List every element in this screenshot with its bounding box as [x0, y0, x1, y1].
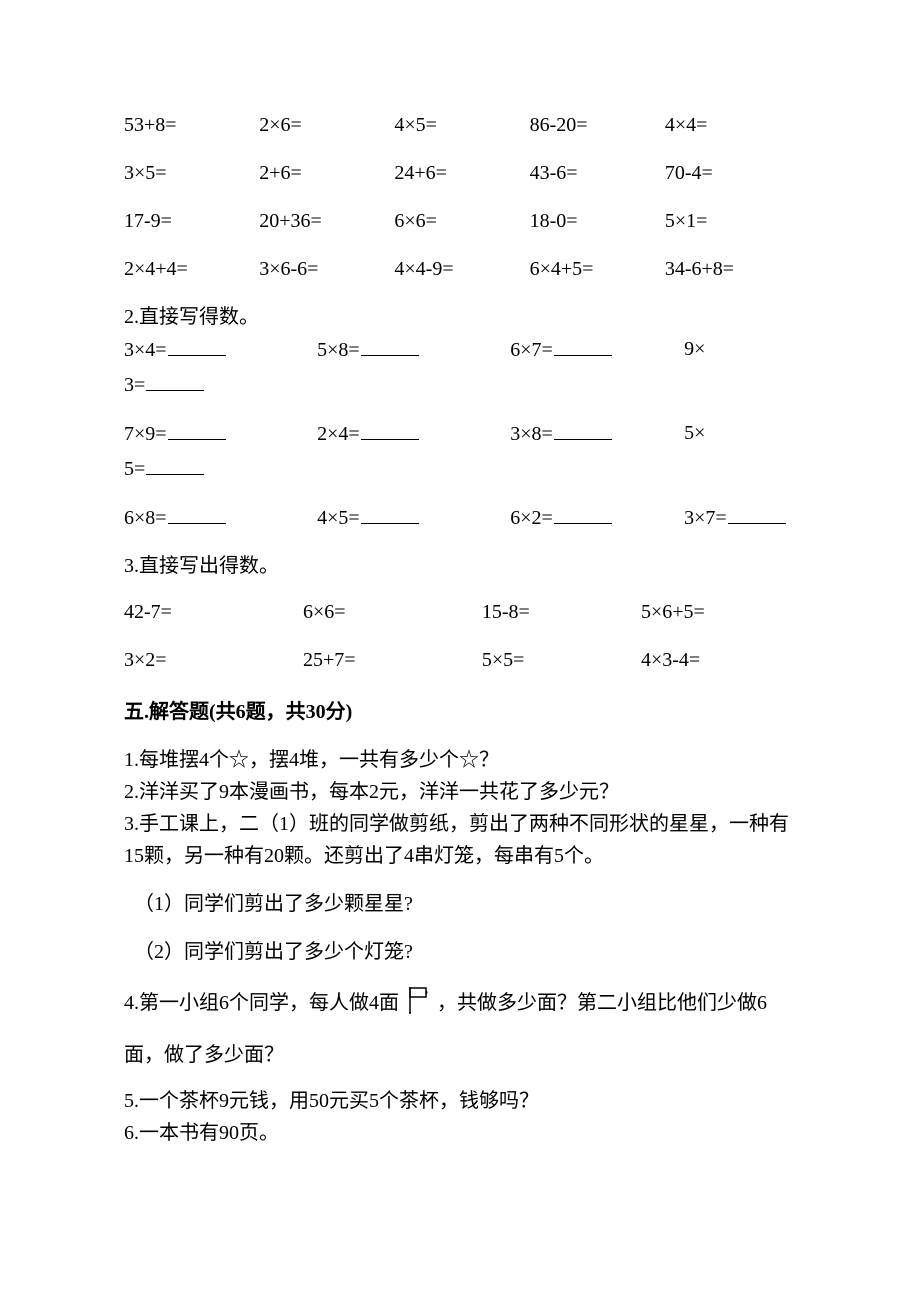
calc-cell: 53+8=	[124, 110, 259, 140]
fill-cell: 2×4=	[317, 418, 510, 449]
calc-cell: 17-9=	[124, 206, 259, 236]
question-3-line1: 3.手工课上，二（1）班的同学做剪纸，剪出了两种不同形状的星星，一种有	[124, 809, 800, 839]
fill-cell: 3×4=	[124, 334, 317, 365]
calc-cell: 2×6=	[259, 110, 394, 140]
fill-label: 4×5=	[317, 507, 360, 529]
section-3-label: 3.直接写出得数。	[124, 551, 800, 581]
answer-blank[interactable]	[168, 334, 226, 356]
question-3-sub1: （1）同学们剪出了多少颗星星?	[134, 889, 800, 919]
calc-cell: 3×5=	[124, 158, 259, 188]
calc-cell: 5×5=	[482, 645, 641, 675]
answer-blank[interactable]	[146, 453, 204, 475]
question-3-line2: 15颗，另一种有20颗。还剪出了4串灯笼，每串有5个。	[124, 841, 800, 871]
calc-row: 17-9=20+36=6×6=18-0=5×1=	[124, 206, 800, 236]
fill-row: 6×8= 4×5= 6×2= 3×7=	[124, 502, 800, 533]
fill-cell: 5=	[124, 453, 204, 484]
fill-label: 7×9=	[124, 423, 167, 445]
calc-cell: 15-8=	[482, 597, 641, 627]
calc-cell: 5×6+5=	[641, 597, 800, 627]
calc-row: 42-7=6×6=15-8=5×6+5=	[124, 597, 800, 627]
calc-cell: 4×4-9=	[394, 254, 529, 284]
answer-blank[interactable]	[554, 502, 612, 524]
answer-blank[interactable]	[361, 334, 419, 356]
fill-label: 3×4=	[124, 339, 167, 361]
calc-cell: 6×4+5=	[530, 254, 665, 284]
calc-cell: 6×6=	[303, 597, 482, 627]
calc-cell: 4×5=	[394, 110, 529, 140]
calc-cell: 18-0=	[530, 206, 665, 236]
answer-blank[interactable]	[554, 418, 612, 440]
question-5: 5.一个茶杯9元钱，用50元买5个茶杯，钱够吗？	[124, 1086, 800, 1116]
fill-label: 5=	[124, 458, 145, 480]
calc-cell: 34-6+8=	[665, 254, 800, 284]
answer-blank[interactable]	[146, 369, 204, 391]
answer-blank[interactable]	[361, 418, 419, 440]
calc-cell: 3×6-6=	[259, 254, 394, 284]
fill-row-continuation: 3=	[124, 369, 800, 400]
question-1: 1.每堆摆4个☆，摆4堆，一共有多少个☆？	[124, 745, 800, 775]
fill-label: 9×	[684, 338, 705, 360]
question-4-line1: 4.第一小组6个同学，每人做4面 ，共做多少面？第二小组比他们少做6	[124, 985, 800, 1024]
question-4-line2: 面，做了多少面？	[124, 1040, 800, 1070]
fill-label: 2×4=	[317, 423, 360, 445]
section-2-label: 2.直接写得数。	[124, 302, 800, 332]
fill-label: 5×	[684, 422, 705, 444]
fill-row: 7×9= 2×4= 3×8= 5×	[124, 418, 800, 449]
fill-label: 6×8=	[124, 507, 167, 529]
calc-cell: 25+7=	[303, 645, 482, 675]
fill-cell: 5×8=	[317, 334, 510, 365]
calc-cell: 24+6=	[394, 158, 529, 188]
calc-row: 3×2=25+7=5×5=4×3-4=	[124, 645, 800, 675]
calc-row: 53+8=2×6=4×5=86-20=4×4=	[124, 110, 800, 140]
question-2: 2.洋洋买了9本漫画书，每本2元，洋洋一共花了多少元？	[124, 777, 800, 807]
answer-blank[interactable]	[361, 502, 419, 524]
calc-cell: 2+6=	[259, 158, 394, 188]
calc-cell: 20+36=	[259, 206, 394, 236]
fill-cell: 9×	[684, 334, 800, 365]
question-4-text-b: ，共做多少面？第二小组比他们少做6	[437, 992, 767, 1014]
calc-cell: 3×2=	[124, 645, 303, 675]
fill-cell: 3×8=	[510, 418, 684, 449]
calc-cell: 70-4=	[665, 158, 800, 188]
calc-row: 3×5=2+6=24+6=43-6=70-4=	[124, 158, 800, 188]
fill-label: 3×8=	[510, 423, 553, 445]
section-5-header: 五.解答题(共6题，共30分)	[124, 697, 800, 727]
fill-label: 3=	[124, 374, 145, 396]
answer-blank[interactable]	[168, 502, 226, 524]
calc-cell: 86-20=	[530, 110, 665, 140]
fill-cell: 3×7=	[684, 502, 800, 533]
fill-label: 5×8=	[317, 339, 360, 361]
calc-cell: 6×6=	[394, 206, 529, 236]
fill-cell: 6×8=	[124, 502, 317, 533]
calc-cell: 5×1=	[665, 206, 800, 236]
answer-blank[interactable]	[728, 502, 786, 524]
calc-cell: 2×4+4=	[124, 254, 259, 284]
flag-icon	[404, 985, 432, 1024]
fill-row-continuation: 5=	[124, 453, 800, 484]
calc-cell: 4×4=	[665, 110, 800, 140]
question-6: 6.一本书有90页。	[124, 1118, 800, 1148]
question-4-text-a: 4.第一小组6个同学，每人做4面	[124, 992, 399, 1014]
answer-blank[interactable]	[554, 334, 612, 356]
fill-cell: 4×5=	[317, 502, 510, 533]
fill-cell: 7×9=	[124, 418, 317, 449]
calc-cell: 42-7=	[124, 597, 303, 627]
calc-row: 2×4+4=3×6-6=4×4-9=6×4+5=34-6+8=	[124, 254, 800, 284]
fill-cell: 6×2=	[510, 502, 684, 533]
fill-label: 6×7=	[510, 339, 553, 361]
fill-label: 3×7=	[684, 507, 727, 529]
calc-cell: 4×3-4=	[641, 645, 800, 675]
answer-blank[interactable]	[168, 418, 226, 440]
fill-cell: 5×	[684, 418, 800, 449]
fill-cell: 6×7=	[510, 334, 684, 365]
fill-row: 3×4= 5×8= 6×7= 9×	[124, 334, 800, 365]
question-3-sub2: （2）同学们剪出了多少个灯笼?	[134, 937, 800, 967]
fill-label: 6×2=	[510, 507, 553, 529]
calc-cell: 43-6=	[530, 158, 665, 188]
fill-cell: 3=	[124, 369, 204, 400]
